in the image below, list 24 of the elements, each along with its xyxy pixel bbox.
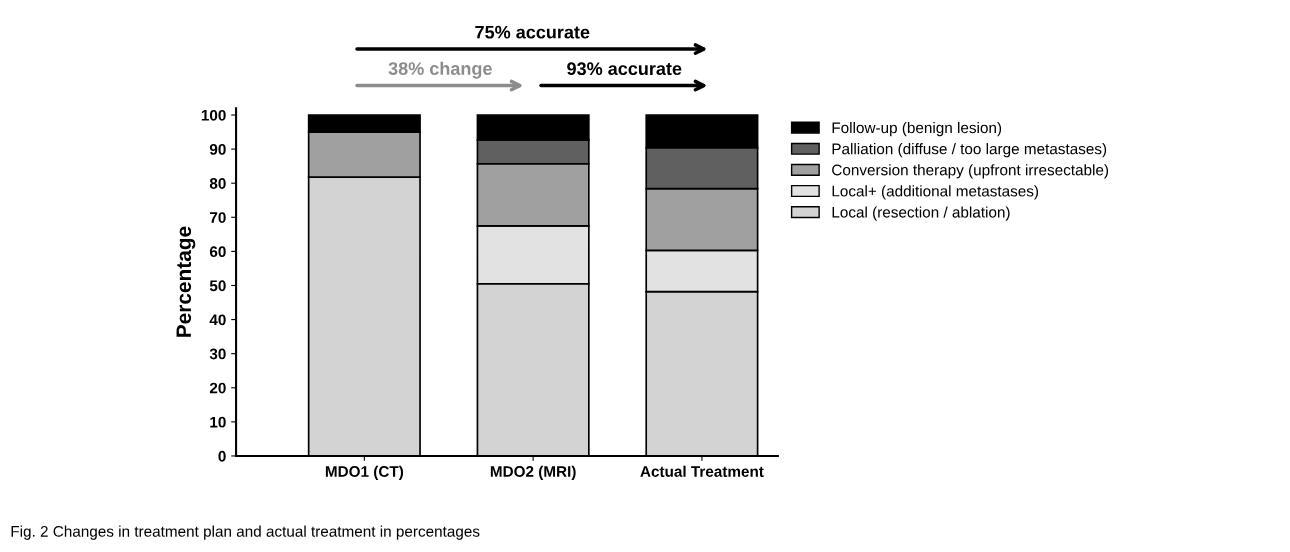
- legend-label: Follow-up (benign lesion): [832, 121, 1002, 137]
- y-tick-label: 10: [210, 416, 226, 428]
- y-tick-label: 70: [210, 212, 226, 223]
- x-tick-label: Actual Treatment: [640, 465, 764, 477]
- y-tick-label: 40: [209, 314, 226, 326]
- text: 93% accurate: [567, 62, 682, 76]
- caption: Fig. 2 Changes in treatment plan and actual treatment in percentages: [11, 525, 480, 540]
- y-tick-label: 50: [209, 280, 226, 292]
- y-tick-label: 0: [218, 450, 226, 462]
- x-tick-label: MDO1 (CT): [325, 465, 404, 480]
- x-tick-label: MDO2 (MRI): [490, 465, 576, 480]
- y-tick-label: 30: [209, 348, 226, 360]
- text: 75% accurate: [475, 25, 590, 39]
- y-tick-label: 60: [209, 246, 226, 258]
- legend-label: Palliation (diffuse / too large metastases): [832, 143, 1107, 158]
- legend-label: Local+ (additional metastases): [832, 185, 1039, 200]
- y-tick-label: 100: [201, 109, 226, 121]
- y-axis-title: Percentage: [176, 226, 196, 337]
- text: 38% change: [388, 61, 492, 79]
- y-tick-label: 20: [209, 382, 226, 394]
- legend-label: Conversion therapy (upfront irresectable): [832, 164, 1109, 179]
- y-tick-label: 80: [209, 178, 226, 189]
- y-tick-label: 90: [209, 143, 226, 155]
- legend-label: Local (resection / ablation): [832, 206, 1010, 221]
